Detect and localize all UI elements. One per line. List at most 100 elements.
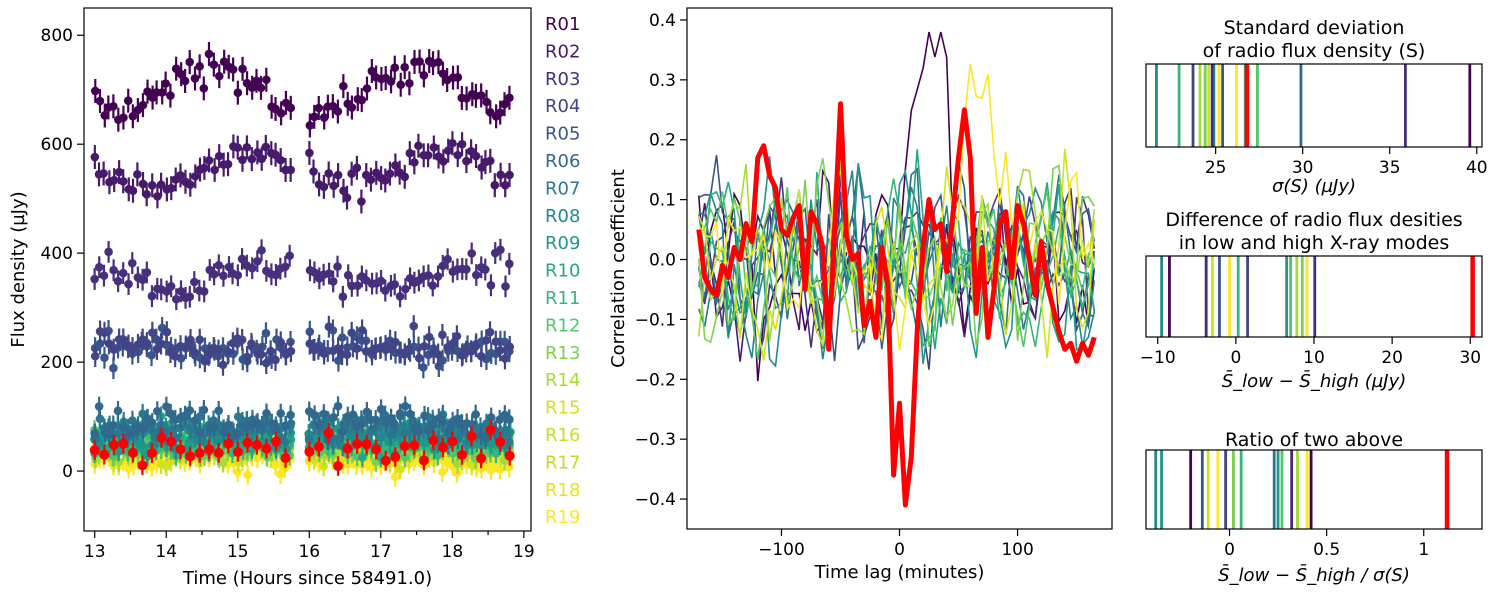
data-point xyxy=(210,422,219,432)
data-point xyxy=(400,62,409,72)
data-point xyxy=(114,447,123,456)
data-point xyxy=(156,180,166,189)
data-point xyxy=(366,175,376,184)
data-point xyxy=(142,190,151,199)
data-point xyxy=(267,419,277,428)
data-point xyxy=(233,88,243,97)
data-point xyxy=(138,100,148,110)
data-point xyxy=(185,57,195,67)
data-point xyxy=(471,410,480,419)
data-point xyxy=(285,251,294,261)
data-point xyxy=(333,107,343,116)
data-point xyxy=(128,186,138,196)
x-tick-label: 1 xyxy=(1418,540,1429,560)
data-point xyxy=(457,139,467,149)
data-point xyxy=(238,64,247,74)
data-point xyxy=(94,262,104,272)
data-point xyxy=(409,321,419,331)
data-point xyxy=(305,327,315,336)
data-point xyxy=(400,453,410,462)
data-point xyxy=(170,352,180,361)
data-point xyxy=(286,103,296,113)
data-point xyxy=(357,197,366,206)
data-point xyxy=(314,344,323,354)
data-point xyxy=(357,95,367,105)
data-point xyxy=(100,353,109,363)
data-point xyxy=(247,339,256,349)
data-point xyxy=(104,339,114,348)
data-point xyxy=(129,428,138,438)
data-point xyxy=(486,280,496,290)
data-point xyxy=(185,451,196,462)
data-point xyxy=(228,65,238,74)
data-point xyxy=(286,165,295,175)
y-tick-label: 200 xyxy=(41,353,73,373)
data-point xyxy=(319,461,328,471)
data-point xyxy=(390,472,400,482)
data-point xyxy=(108,439,119,450)
data-point xyxy=(262,409,271,418)
data-point xyxy=(420,411,429,420)
data-point xyxy=(362,84,372,93)
data-point xyxy=(496,170,505,180)
data-point xyxy=(495,465,505,474)
data-point xyxy=(276,109,286,118)
data-point xyxy=(457,449,468,460)
legend: R01 R02 R03 R04 R05 R06 R07 R08 R09 R10 R11 R12 R13 R… xyxy=(545,14,580,528)
x-axis-label: Time (Hours since 58491.0) xyxy=(182,568,432,589)
data-point xyxy=(272,425,281,435)
legend-item: R10 xyxy=(545,261,580,282)
data-point xyxy=(190,74,200,83)
data-point xyxy=(428,419,438,429)
series-lines xyxy=(698,31,1096,382)
data-point xyxy=(309,167,318,176)
data-point xyxy=(223,159,233,169)
data-point xyxy=(167,425,176,435)
data-point xyxy=(261,142,271,152)
data-point xyxy=(214,71,224,81)
data-point xyxy=(95,96,105,106)
data-point xyxy=(271,355,280,365)
data-point xyxy=(390,451,401,462)
data-point xyxy=(314,103,324,113)
data-point xyxy=(261,443,272,454)
x-tick-label: 25 xyxy=(1205,158,1227,178)
data-point xyxy=(476,91,486,100)
data-point xyxy=(162,402,171,411)
data-point xyxy=(438,417,447,427)
series-line xyxy=(698,170,1096,368)
data-point xyxy=(462,156,471,166)
data-points xyxy=(89,41,515,487)
data-point xyxy=(281,421,290,431)
data-point xyxy=(190,277,199,287)
data-point xyxy=(376,433,386,442)
data-point xyxy=(156,432,167,443)
data-point xyxy=(380,455,391,466)
data-point xyxy=(339,81,348,91)
data-point xyxy=(476,453,487,464)
data-point xyxy=(176,171,185,180)
data-point xyxy=(347,103,357,112)
legend-item: R05 xyxy=(545,124,580,145)
data-point xyxy=(348,410,358,419)
y-tick-label: −0.3 xyxy=(635,430,676,450)
data-point xyxy=(486,413,496,422)
data-point xyxy=(114,167,124,177)
data-point xyxy=(500,180,510,190)
data-point xyxy=(109,345,119,354)
data-point xyxy=(224,420,233,430)
data-point xyxy=(133,170,142,179)
data-point xyxy=(138,424,148,434)
x-tick-label: 0 xyxy=(894,540,905,560)
data-point xyxy=(224,262,234,272)
data-point xyxy=(147,291,157,301)
data-point xyxy=(481,433,491,442)
x-tick-label: 30 xyxy=(1459,348,1481,368)
data-point xyxy=(281,262,290,272)
data-point xyxy=(210,165,219,175)
data-point xyxy=(118,438,129,449)
data-point xyxy=(190,416,200,425)
data-point xyxy=(138,179,148,189)
data-point xyxy=(90,351,100,361)
data-point xyxy=(304,446,315,457)
